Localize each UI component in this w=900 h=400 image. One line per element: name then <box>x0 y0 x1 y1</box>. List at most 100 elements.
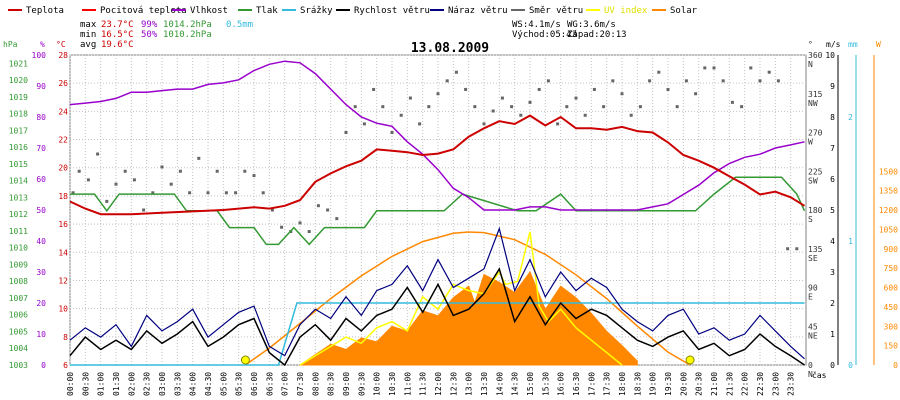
temp-axis-tick: 18 <box>58 192 68 201</box>
dir-axis-tick: 225 <box>808 167 823 176</box>
wind-direction-point <box>243 169 247 173</box>
dir-axis-compass: SW <box>808 176 818 185</box>
wind-direction-point <box>215 169 219 173</box>
wind-direction-point <box>464 87 468 91</box>
w-axis-tick: 750 <box>884 264 899 273</box>
axis-unit-hpa: hPa <box>3 40 18 49</box>
wind-direction-point <box>482 122 486 126</box>
x-tick-label: 19:00 <box>649 372 658 396</box>
wind-direction-point <box>574 96 578 100</box>
legend-label-naraz: Náraz větru <box>448 6 508 16</box>
hpa-axis-tick: 1014 <box>9 177 28 186</box>
pct-axis-tick: 100 <box>32 51 47 60</box>
stats-max-pressure: 1014.2hPa <box>163 20 212 30</box>
x-tick-label: 04:30 <box>204 372 213 396</box>
x-tick-label: 23:00 <box>771 372 780 396</box>
hpa-axis-tick: 1005 <box>9 327 28 336</box>
legend: Teplota Pocitová teplota Vlhkost Tlak Sr… <box>8 6 698 16</box>
x-tick-label: 15:00 <box>526 372 535 396</box>
wind-direction-point <box>565 105 569 109</box>
x-tick-label: 21:30 <box>725 372 734 396</box>
ms-axis-tick: 7 <box>830 144 835 153</box>
wind-direction-point <box>160 165 164 169</box>
pct-axis-tick: 20 <box>36 299 46 308</box>
sunrise-marker <box>240 355 250 365</box>
legend-label-teplota: Teplota <box>26 6 64 16</box>
hpa-axis-tick: 1017 <box>9 126 28 135</box>
temp-axis-tick: 12 <box>58 276 68 285</box>
legend-label-pocitova: Pocitová teplota <box>100 6 187 16</box>
x-tick-label: 13:30 <box>480 372 489 396</box>
x-tick-label: 23:30 <box>787 372 796 396</box>
wind-direction-point <box>758 79 762 83</box>
wind-direction-point <box>188 191 192 195</box>
wind-direction-point <box>528 100 532 104</box>
temp-axis-tick: 28 <box>58 51 68 60</box>
legend-label-srazky: Srážky <box>300 6 333 16</box>
hpa-axis-tick: 1016 <box>9 143 28 152</box>
wind-direction-point <box>105 199 109 203</box>
uv-index-line <box>299 231 623 366</box>
ms-axis-tick: 2 <box>830 299 835 308</box>
wind-direction-point <box>666 87 670 91</box>
pct-axis-tick: 10 <box>36 330 46 339</box>
x-tick-label: 22:30 <box>756 372 765 396</box>
x-tick-label: 11:30 <box>419 372 428 396</box>
wind-direction-point <box>261 191 265 195</box>
sunset-marker <box>685 355 695 365</box>
wind-direction-point <box>602 105 606 109</box>
mm-axis-tick: 1 <box>848 237 853 246</box>
w-axis-tick: 150 <box>884 342 899 351</box>
wind-direction-point <box>510 105 514 109</box>
hpa-axis-tick: 1020 <box>9 76 28 85</box>
legend-label-uv: UV index <box>604 6 648 16</box>
legend-label-smer: Směr větru <box>529 6 583 16</box>
hpa-axis-tick: 1008 <box>9 277 28 286</box>
dir-axis-compass: N <box>808 60 813 69</box>
wind-direction-point <box>740 105 744 109</box>
dir-axis-compass: S <box>808 215 813 224</box>
pct-axis-tick: 80 <box>36 113 46 122</box>
wind-direction-point <box>390 131 394 134</box>
wind-direction-point <box>362 122 366 126</box>
x-tick-label: 16:30 <box>572 372 581 396</box>
w-axis-tick: 1050 <box>879 225 898 234</box>
stats-max-label: max <box>80 20 97 30</box>
wind-direction-point <box>473 105 477 109</box>
hpa-axis-tick: 1007 <box>9 294 28 303</box>
wind-direction-point <box>786 247 790 251</box>
wind-direction-point <box>519 113 523 117</box>
ms-axis-tick: 9 <box>830 82 835 91</box>
pct-axis-tick: 90 <box>36 82 46 91</box>
x-tick-label: 07:30 <box>296 372 305 396</box>
wind-direction-point <box>344 131 348 134</box>
axis-unit-temp: °C <box>56 40 66 49</box>
wind-direction-point <box>694 92 698 96</box>
ms-axis-tick: 0 <box>830 361 835 370</box>
x-tick-label: 09:00 <box>342 372 351 396</box>
x-tick-label: 03:30 <box>173 372 182 396</box>
ms-axis-tick: 3 <box>830 268 835 277</box>
wind-speed-info: WS:4.1m/s <box>512 20 561 30</box>
wind-direction-point <box>224 191 228 195</box>
x-tick-label: 05:30 <box>235 372 244 396</box>
wind-direction-point <box>132 178 136 182</box>
pressure-line <box>70 176 806 246</box>
legend-label-solar: Solar <box>670 6 698 16</box>
wind-direction-point <box>71 191 75 195</box>
wind-gust-line <box>69 226 805 360</box>
humidity-line <box>69 60 805 211</box>
wind-direction-point <box>500 96 504 100</box>
dir-axis-tick: 270 <box>808 129 823 138</box>
wind-direction-point <box>418 122 422 126</box>
w-axis-tick: 450 <box>884 303 899 312</box>
wind-direction-point <box>445 79 449 83</box>
x-tick-label: 21:00 <box>710 372 719 396</box>
wind-direction-point <box>556 122 560 126</box>
wind-direction-point <box>436 92 440 96</box>
pct-axis-tick: 30 <box>36 268 46 277</box>
hpa-axis-tick: 1009 <box>9 260 28 269</box>
hpa-axis-tick: 1011 <box>9 227 28 236</box>
dir-axis-compass: SE <box>808 254 818 263</box>
wind-direction-point <box>280 225 284 229</box>
